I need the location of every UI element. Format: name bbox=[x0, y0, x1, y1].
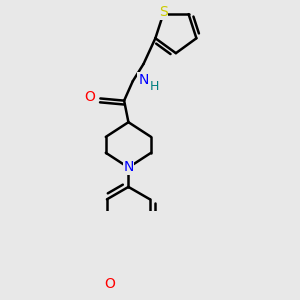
Text: O: O bbox=[105, 277, 116, 291]
Text: O: O bbox=[84, 90, 95, 104]
Text: N: N bbox=[123, 160, 134, 175]
Text: H: H bbox=[150, 80, 159, 93]
Text: S: S bbox=[159, 5, 168, 19]
Text: N: N bbox=[138, 73, 148, 87]
